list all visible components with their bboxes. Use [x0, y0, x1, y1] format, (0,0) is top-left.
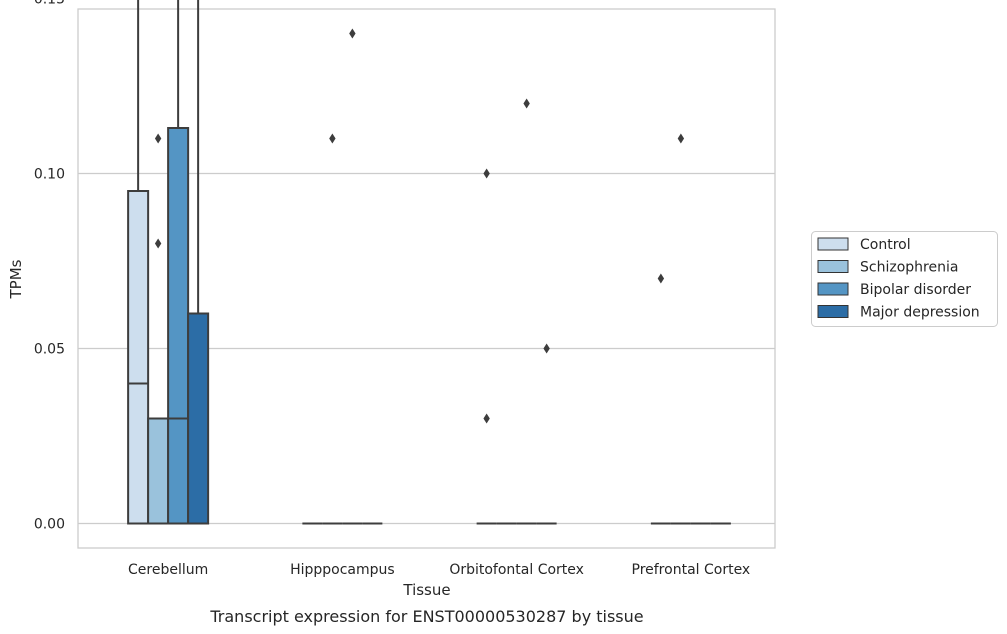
x-tick-label: Cerebellum — [128, 562, 208, 578]
y-axis-label: TPMs — [7, 259, 25, 299]
y-tick-label: 0.00 — [34, 517, 65, 533]
box-body — [187, 312, 210, 525]
box-bipolar-disorder — [167, 0, 190, 525]
box-control — [476, 168, 497, 525]
box-control — [650, 273, 671, 525]
outlier-point — [543, 343, 550, 354]
y-tick-label: 0.05 — [34, 342, 65, 358]
outlier-point — [329, 133, 336, 144]
outlier-point — [154, 238, 162, 249]
x-tick-label: Hipppocampus — [290, 562, 395, 578]
legend-item: Control — [817, 237, 911, 253]
x-tick-label: Orbitofontal Cortex — [449, 562, 584, 578]
outlier-point — [483, 413, 490, 424]
box-bipolar-disorder — [342, 28, 363, 525]
legend-swatch — [817, 260, 849, 273]
box-body — [167, 127, 190, 525]
legend-frame — [811, 231, 998, 327]
outlier-point — [657, 273, 665, 284]
box-control — [127, 0, 150, 525]
legend-label: Major depression — [860, 305, 980, 321]
legend-swatch — [817, 282, 849, 296]
outlier-point — [523, 98, 530, 109]
legend-label: Bipolar disorder — [860, 282, 971, 298]
legend: Control Schizophrenia Bipolar disorder Majo… — [811, 231, 998, 327]
box-control — [302, 522, 323, 525]
chart-caption: Transcript expression for ENST0000053028… — [209, 607, 643, 626]
legend-swatch — [817, 237, 849, 251]
y-tick-label: 0.15 — [34, 0, 65, 8]
legend-item: Schizophrenia — [817, 260, 958, 276]
box-body — [127, 190, 150, 525]
box-schizophrenia — [147, 133, 170, 525]
box-major-depression — [536, 343, 557, 525]
box-bipolar-disorder — [516, 98, 537, 525]
outlier-point — [677, 133, 685, 144]
outlier-point — [349, 28, 356, 39]
box-body — [147, 417, 170, 525]
outlier-point — [483, 168, 490, 179]
y-tick-label: 0.10 — [34, 167, 65, 183]
legend-item: Major depression — [817, 305, 980, 321]
box-schizophrenia — [670, 133, 691, 525]
plot-area-frame — [77, 8, 776, 549]
boxes — [127, 0, 731, 525]
y-axis-ticks: 0.000.050.100.150.200.25 — [34, 0, 65, 533]
outlier-point — [154, 133, 162, 144]
x-axis-label: Tissue — [402, 581, 450, 599]
legend-swatch — [817, 305, 849, 318]
box-major-depression — [187, 0, 210, 525]
box-schizophrenia — [322, 133, 343, 525]
legend-item: Bipolar disorder — [817, 282, 971, 298]
x-axis-ticks: Cerebellum Hipppocampus Orbitofontal Corte… — [128, 562, 750, 578]
legend-label: Control — [860, 237, 911, 253]
legend-label: Schizophrenia — [860, 260, 958, 276]
x-tick-label: Prefrontal Cortex — [632, 562, 751, 578]
legend-items: Control Schizophrenia Bipolar disorder Majo… — [817, 237, 980, 321]
